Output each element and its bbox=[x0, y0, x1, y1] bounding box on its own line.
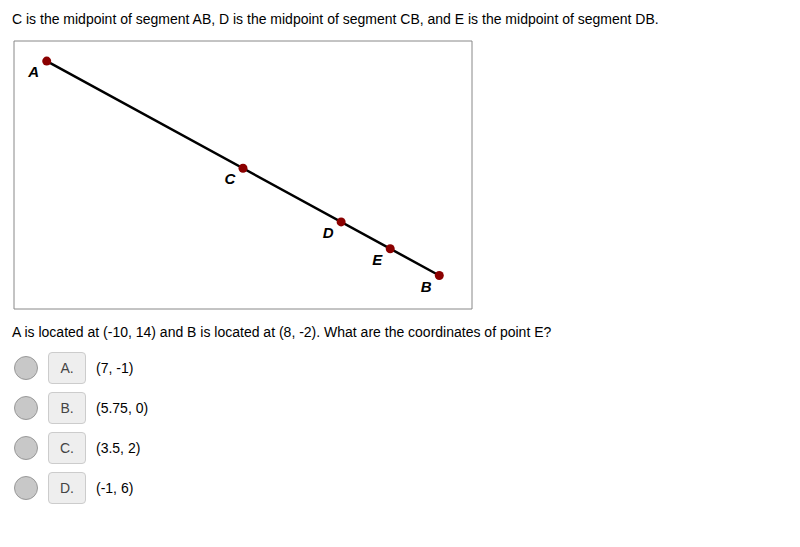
html-text:A.: A. bbox=[60, 360, 74, 376]
svg-text:C: C bbox=[225, 170, 237, 187]
html-text:B.: B. bbox=[60, 400, 74, 416]
html-text:(-1, 6): (-1, 6) bbox=[96, 480, 134, 496]
html-text:(5.75, 0): (5.75, 0) bbox=[96, 400, 149, 416]
svg-text:B: B bbox=[421, 278, 432, 295]
html-text:(7, -1): (7, -1) bbox=[96, 360, 134, 376]
svg-text:A: A bbox=[27, 63, 39, 80]
html-text:(3.5, 2): (3.5, 2) bbox=[96, 440, 141, 456]
svg-text:D: D bbox=[323, 224, 334, 241]
html-text:A is located at (-10, 14) and: A is located at (-10, 14) and B is locat… bbox=[12, 324, 552, 340]
html-text:D.: D. bbox=[60, 480, 74, 496]
html-text:C.: C. bbox=[60, 440, 74, 456]
svg-text:E: E bbox=[372, 251, 383, 268]
html-text:C is the midpoint of segment A: C is the midpoint of segment AB, D is th… bbox=[12, 11, 659, 27]
